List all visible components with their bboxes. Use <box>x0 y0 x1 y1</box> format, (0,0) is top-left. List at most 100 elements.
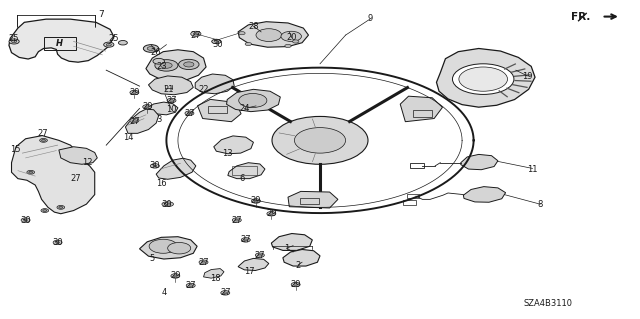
Circle shape <box>258 254 262 256</box>
Text: 29: 29 <box>266 209 276 218</box>
Circle shape <box>212 39 221 44</box>
Polygon shape <box>288 191 338 208</box>
Circle shape <box>202 261 205 263</box>
Circle shape <box>24 219 28 221</box>
Circle shape <box>452 64 514 94</box>
Circle shape <box>56 241 60 243</box>
Text: 4: 4 <box>161 288 166 297</box>
Polygon shape <box>228 163 265 179</box>
Bar <box>413 110 432 117</box>
Bar <box>44 37 76 50</box>
Polygon shape <box>227 89 280 112</box>
Circle shape <box>164 203 168 205</box>
Circle shape <box>130 118 139 123</box>
Circle shape <box>189 285 193 286</box>
Circle shape <box>164 202 173 206</box>
Text: 27: 27 <box>255 251 265 260</box>
Circle shape <box>245 42 252 46</box>
Circle shape <box>29 171 33 173</box>
Circle shape <box>212 39 221 44</box>
Bar <box>410 163 424 168</box>
Text: 18: 18 <box>210 274 220 283</box>
Bar <box>208 106 227 113</box>
Circle shape <box>21 218 30 222</box>
Circle shape <box>235 219 239 221</box>
Circle shape <box>132 120 136 122</box>
Circle shape <box>149 239 177 253</box>
Text: 15: 15 <box>10 145 20 154</box>
Circle shape <box>106 43 111 46</box>
Text: 19: 19 <box>522 72 532 81</box>
Text: 27: 27 <box>186 281 196 290</box>
Text: 29: 29 <box>129 88 140 97</box>
Text: 27: 27 <box>37 130 47 138</box>
Circle shape <box>40 138 47 142</box>
Text: 9: 9 <box>367 14 372 23</box>
Polygon shape <box>204 269 224 278</box>
Circle shape <box>292 40 299 43</box>
Polygon shape <box>125 109 159 133</box>
Circle shape <box>167 98 176 103</box>
Circle shape <box>272 116 368 164</box>
Bar <box>232 166 257 175</box>
Circle shape <box>281 31 301 41</box>
Circle shape <box>255 253 264 257</box>
Circle shape <box>9 39 19 44</box>
Circle shape <box>145 106 149 108</box>
Polygon shape <box>12 136 95 214</box>
Text: 22: 22 <box>198 85 209 94</box>
Circle shape <box>239 93 267 108</box>
Circle shape <box>59 206 63 208</box>
Bar <box>300 198 319 204</box>
Text: 27: 27 <box>220 288 230 297</box>
Polygon shape <box>147 102 178 115</box>
Circle shape <box>186 283 195 288</box>
Circle shape <box>285 44 291 48</box>
Text: 13: 13 <box>223 149 233 158</box>
Text: 30: 30 <box>150 161 160 170</box>
Circle shape <box>188 112 191 114</box>
Text: 30: 30 <box>212 40 223 48</box>
Circle shape <box>244 239 248 241</box>
Polygon shape <box>238 22 308 47</box>
Circle shape <box>118 41 127 45</box>
Circle shape <box>43 210 47 211</box>
Circle shape <box>193 33 198 35</box>
Polygon shape <box>140 237 197 259</box>
Circle shape <box>42 139 45 141</box>
Circle shape <box>184 62 194 67</box>
Text: SZA4B3110: SZA4B3110 <box>524 299 572 308</box>
Circle shape <box>254 200 258 202</box>
Text: 27: 27 <box>232 216 242 225</box>
Circle shape <box>179 59 199 70</box>
Circle shape <box>267 211 276 216</box>
Text: 14: 14 <box>123 133 133 142</box>
Text: 11: 11 <box>527 165 538 174</box>
Circle shape <box>167 203 171 205</box>
Text: 1: 1 <box>284 244 289 253</box>
Text: 26: 26 <box>151 48 161 57</box>
Text: 30: 30 <box>20 216 31 225</box>
Text: 23: 23 <box>156 63 166 71</box>
Text: 27: 27 <box>184 109 195 118</box>
Circle shape <box>294 128 346 153</box>
Circle shape <box>143 105 152 109</box>
Circle shape <box>12 40 17 43</box>
Circle shape <box>143 45 159 52</box>
Circle shape <box>53 240 62 245</box>
Polygon shape <box>400 96 442 122</box>
Circle shape <box>191 31 201 36</box>
Polygon shape <box>198 100 241 122</box>
Circle shape <box>256 29 282 41</box>
Text: 27: 27 <box>241 235 251 244</box>
Text: 3: 3 <box>156 115 161 124</box>
Polygon shape <box>156 158 196 179</box>
Circle shape <box>241 238 250 242</box>
Circle shape <box>269 213 273 215</box>
Circle shape <box>168 242 191 254</box>
Polygon shape <box>461 154 498 170</box>
Text: 16: 16 <box>156 179 166 188</box>
Polygon shape <box>214 136 253 154</box>
Circle shape <box>221 291 230 295</box>
Polygon shape <box>9 19 114 62</box>
